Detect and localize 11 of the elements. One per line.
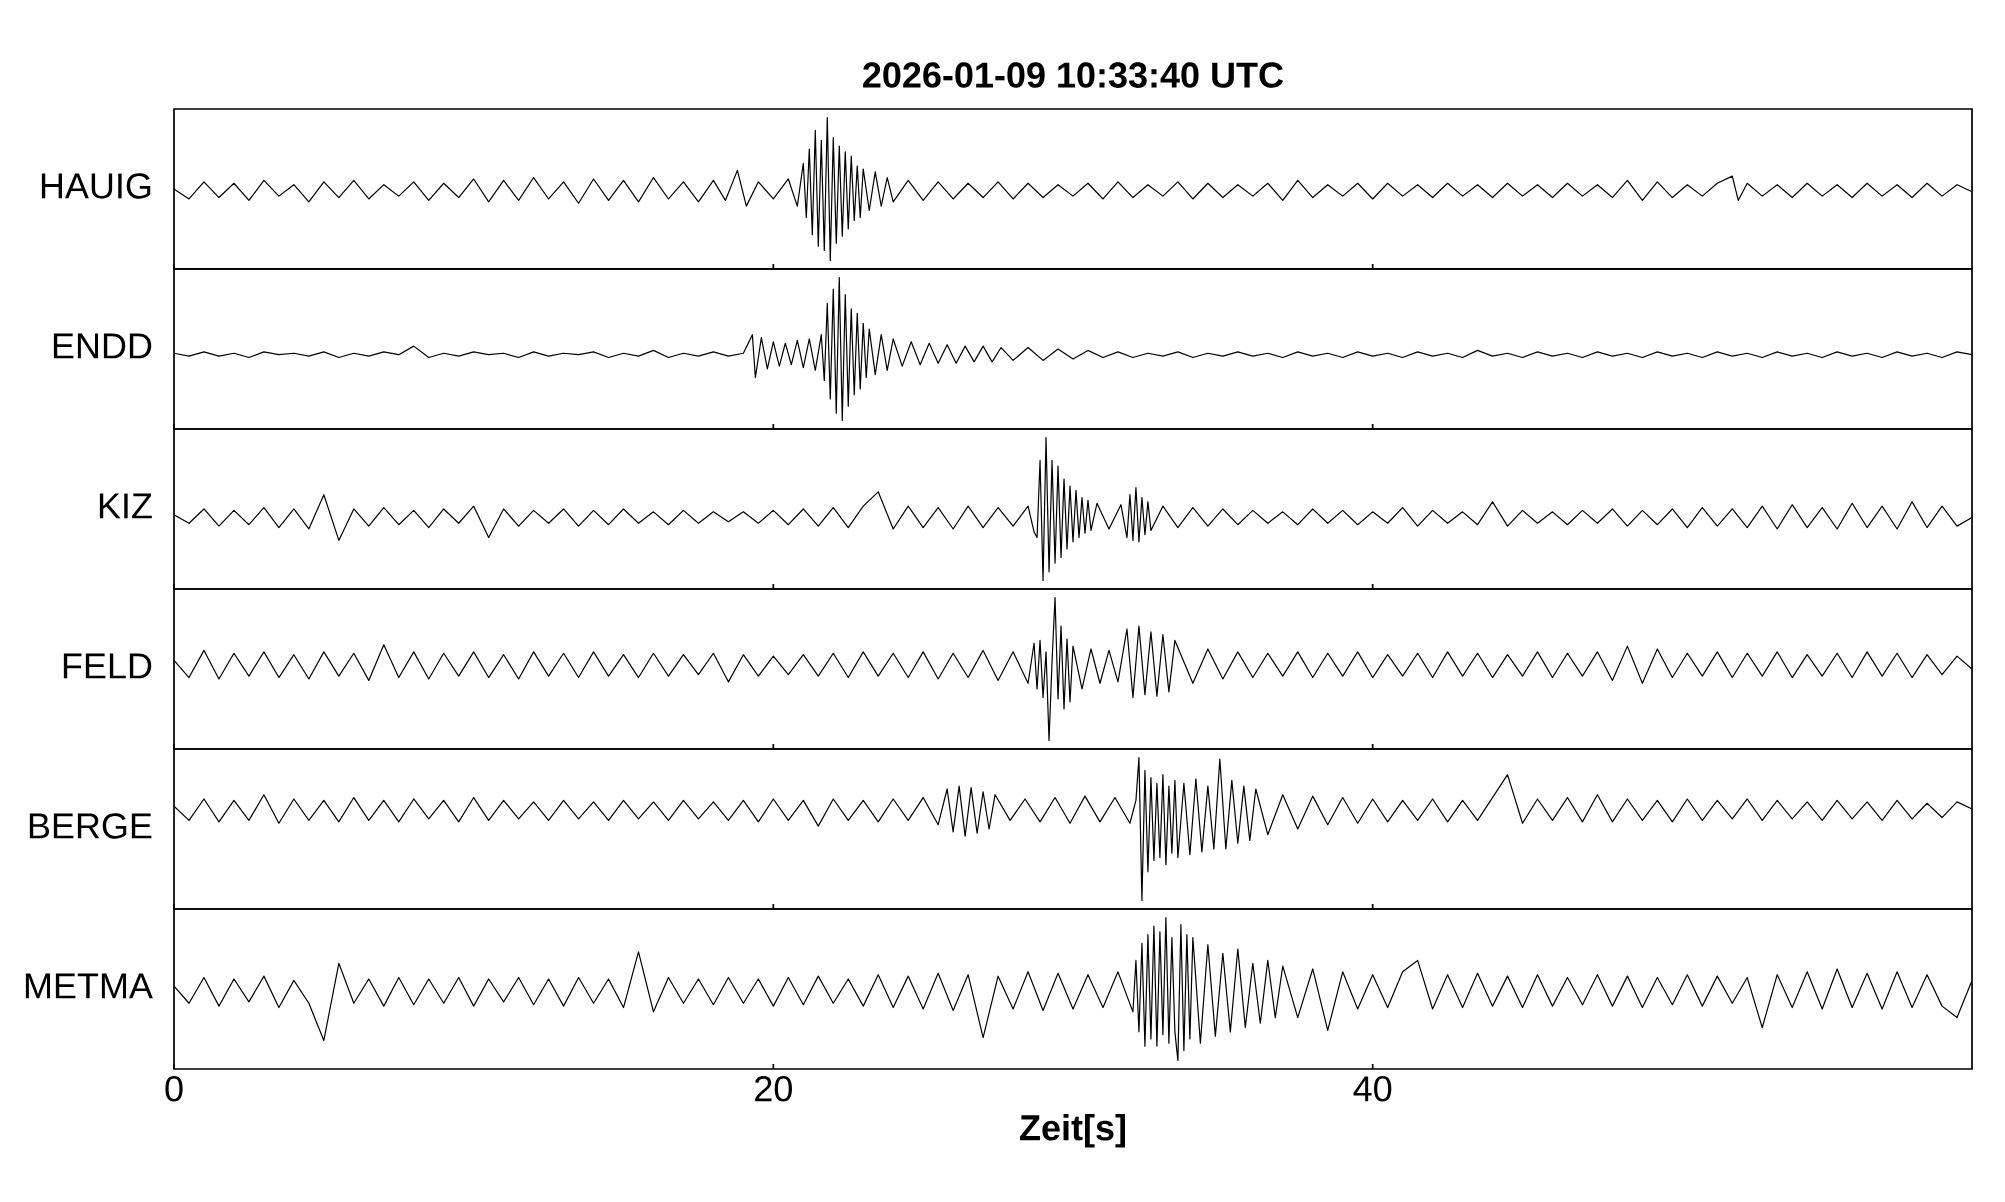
y-axis-title: METMA xyxy=(25,973,153,999)
x-tick-label: 20 xyxy=(755,1076,792,1102)
x-axis-title: Zeit[s] xyxy=(1020,1114,1125,1148)
x-tick-label: 0 xyxy=(165,1076,183,1102)
chart-title: 2026-01-09 10:33:40 UTC xyxy=(863,62,1284,88)
y-axis-title: FELD xyxy=(63,653,152,679)
y-axis-title: KIZ xyxy=(99,493,152,519)
x-tick-label: 40 xyxy=(1353,1076,1392,1102)
y-axis-title: ENDD xyxy=(53,333,152,359)
y-axis-title: HAUIG xyxy=(41,173,151,199)
y-axis-title: BERGE xyxy=(29,813,152,839)
